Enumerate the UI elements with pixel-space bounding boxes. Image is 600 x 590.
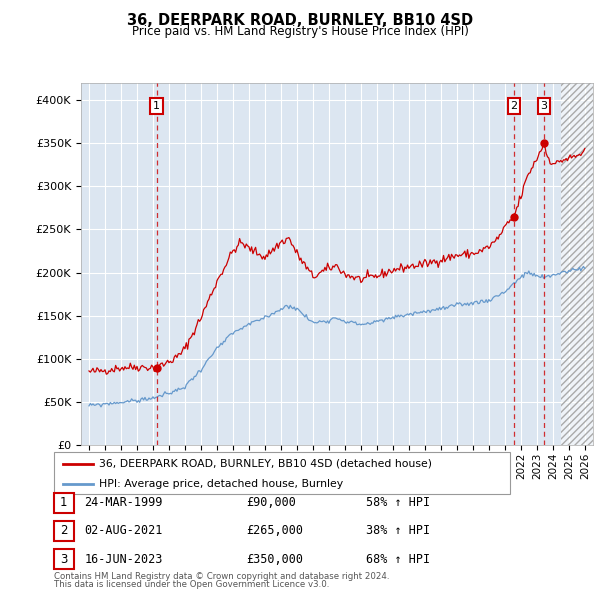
Text: HPI: Average price, detached house, Burnley: HPI: Average price, detached house, Burn…: [99, 479, 343, 489]
Text: Contains HM Land Registry data © Crown copyright and database right 2024.: Contains HM Land Registry data © Crown c…: [54, 572, 389, 581]
Text: £350,000: £350,000: [246, 553, 303, 566]
Text: 58% ↑ HPI: 58% ↑ HPI: [366, 496, 430, 509]
Bar: [561, 83, 593, 445]
Text: £90,000: £90,000: [246, 496, 296, 509]
Text: Price paid vs. HM Land Registry's House Price Index (HPI): Price paid vs. HM Land Registry's House …: [131, 25, 469, 38]
Text: £265,000: £265,000: [246, 525, 303, 537]
Text: 2: 2: [60, 525, 68, 537]
Text: 68% ↑ HPI: 68% ↑ HPI: [366, 553, 430, 566]
Text: 1: 1: [60, 496, 68, 509]
Text: 02-AUG-2021: 02-AUG-2021: [85, 525, 163, 537]
Text: 1: 1: [153, 101, 160, 111]
Text: 3: 3: [541, 101, 548, 111]
Text: 36, DEERPARK ROAD, BURNLEY, BB10 4SD: 36, DEERPARK ROAD, BURNLEY, BB10 4SD: [127, 13, 473, 28]
Text: 2: 2: [511, 101, 518, 111]
Text: 38% ↑ HPI: 38% ↑ HPI: [366, 525, 430, 537]
Text: 3: 3: [60, 553, 68, 566]
Text: 16-JUN-2023: 16-JUN-2023: [85, 553, 163, 566]
Text: 36, DEERPARK ROAD, BURNLEY, BB10 4SD (detached house): 36, DEERPARK ROAD, BURNLEY, BB10 4SD (de…: [99, 459, 432, 469]
Text: This data is licensed under the Open Government Licence v3.0.: This data is licensed under the Open Gov…: [54, 580, 329, 589]
Text: 24-MAR-1999: 24-MAR-1999: [85, 496, 163, 509]
